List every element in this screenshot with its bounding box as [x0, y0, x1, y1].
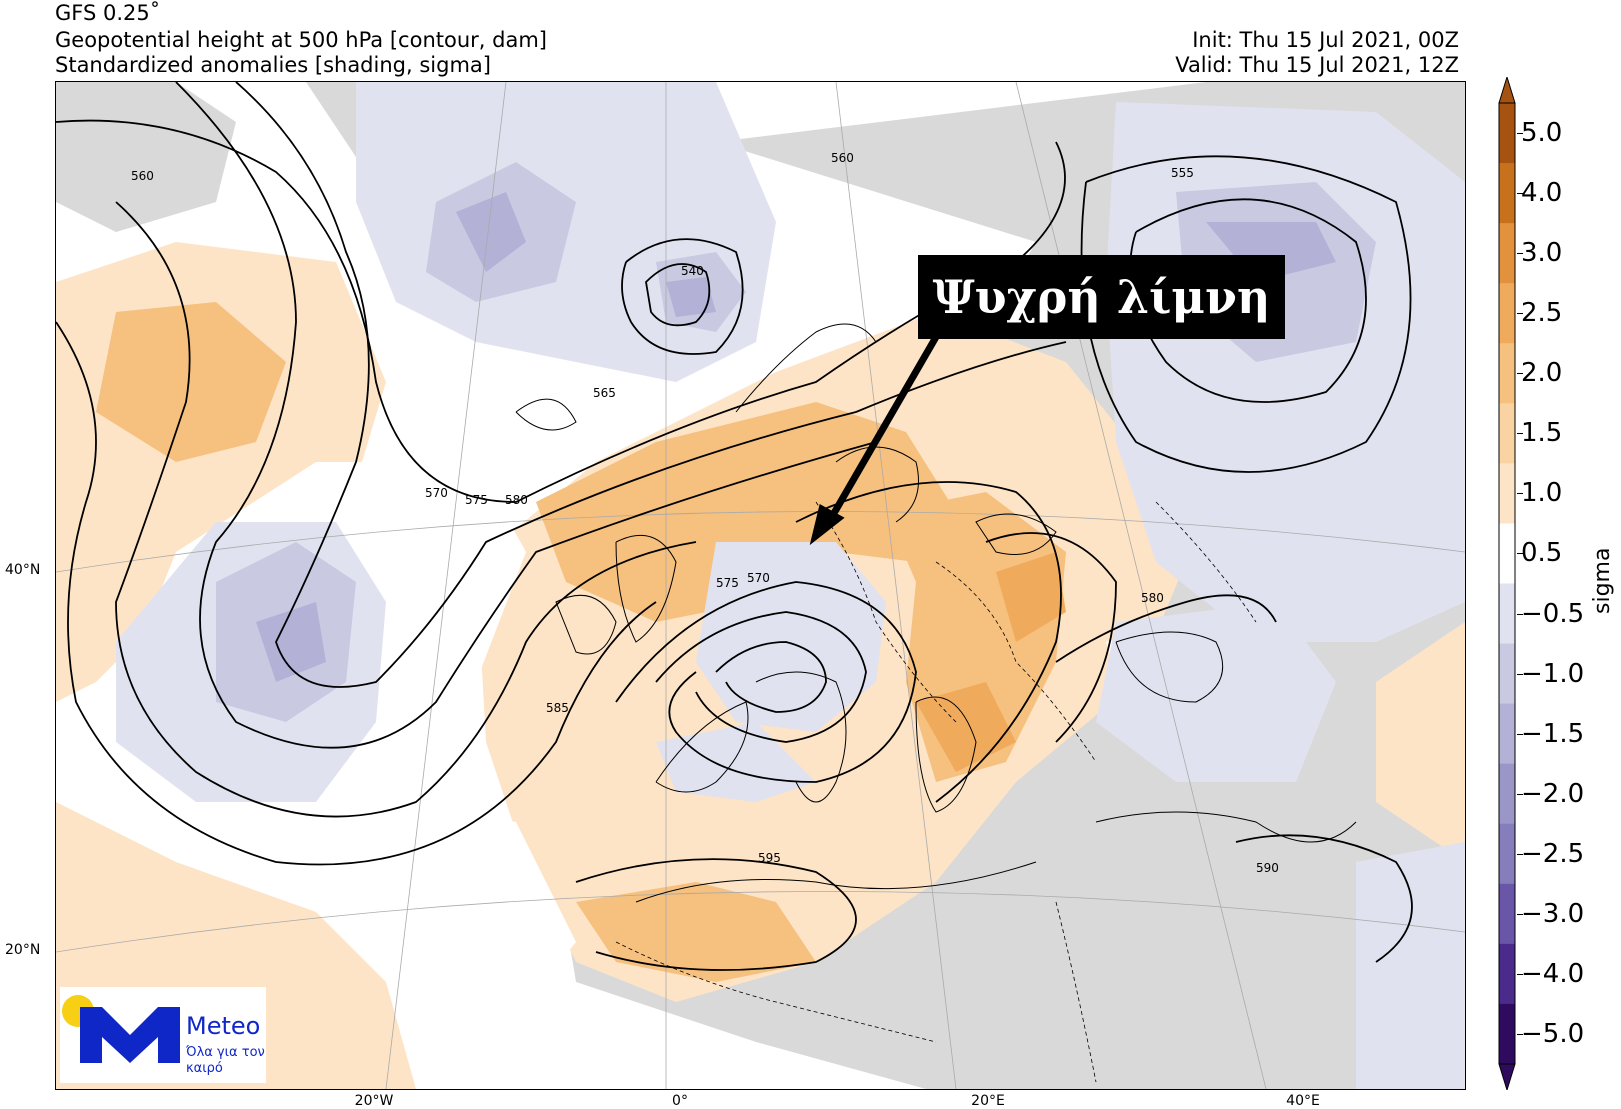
colorbar-swatch [1499, 463, 1515, 524]
logo-name: Meteo [186, 1012, 261, 1040]
colorbar-tick-label: 5.0 [1521, 118, 1563, 149]
colorbar-tick-mark [1517, 553, 1523, 555]
colorbar-swatch [1499, 523, 1515, 584]
colorbar-tick-mark [1517, 133, 1523, 135]
colorbar-tick-mark [1517, 733, 1523, 735]
contour-label: 590 [1256, 861, 1279, 875]
colorbar-tick-mark [1517, 1033, 1523, 1035]
colorbar-tick-mark [1517, 973, 1523, 975]
colorbar-label: sigma [1590, 547, 1615, 614]
valid-time: Valid: Thu 15 Jul 2021, 12Z [1175, 53, 1459, 77]
contour-field-title: Geopotential height at 500 hPa [contour,… [55, 28, 547, 52]
colorbar-swatch [1499, 583, 1515, 645]
borders [615, 501, 1257, 1083]
lat-label-40n: 40°N [5, 562, 41, 578]
colorbar-tick-mark [1517, 613, 1523, 615]
colorbar-tick-mark [1517, 793, 1523, 795]
colorbar-tick-label: 2.0 [1521, 358, 1563, 389]
contour-label: 560 [831, 151, 854, 165]
model-title: GFS 0.25˚ [55, 1, 161, 25]
colorbar-swatch [1499, 823, 1515, 885]
contour-label: 570 [425, 486, 448, 500]
contour-label: 585 [546, 701, 569, 715]
contour-label: 555 [1171, 166, 1194, 180]
lat-label-20n: 20°N [5, 942, 41, 958]
meteo-m-icon [80, 1007, 180, 1063]
colorbar-swatch [1499, 943, 1515, 1005]
lon-label-20w: 20°W [354, 1093, 394, 1109]
colorbar-swatch [1499, 763, 1515, 825]
colorbar-tick-mark [1517, 913, 1523, 915]
colorbar-swatch [1499, 1003, 1515, 1065]
logo-tagline: Όλα για τον καιρό [186, 1045, 265, 1076]
colorbar-tick-mark [1517, 673, 1523, 675]
contour-label: 560 [131, 169, 154, 183]
colorbar [1498, 77, 1516, 1090]
colorbar-tick-label: 1.0 [1521, 478, 1563, 509]
colorbar-swatch [1499, 643, 1515, 705]
colorbar-tick-label: 4.0 [1521, 178, 1563, 209]
colorbar-tick-label: −0.5 [1521, 598, 1585, 629]
contour-labels: 560 560 540 555 565 570 575 580 575 570 … [131, 151, 1279, 875]
colorbar-extend-min [1498, 1063, 1516, 1090]
colorbar-tick-label: 2.5 [1521, 298, 1563, 329]
colorbar-swatch [1499, 163, 1515, 224]
contour-label: 595 [758, 851, 781, 865]
colorbar-tick-label: −1.0 [1521, 658, 1585, 689]
colorbar-swatch [1499, 343, 1515, 404]
lon-label-40e: 40°E [1286, 1093, 1320, 1109]
colorbar-extend-max [1498, 77, 1516, 104]
colorbar-tick-mark [1517, 313, 1523, 315]
contour-label: 580 [1141, 591, 1164, 605]
weather-map: 560 560 540 555 565 570 575 580 575 570 … [55, 81, 1466, 1090]
contour-label: 580 [505, 493, 528, 507]
annotation-arrow [809, 335, 940, 546]
colorbar-tick-label: 1.5 [1521, 418, 1563, 449]
colorbar-swatch [1499, 403, 1515, 464]
contour-label: 575 [465, 493, 488, 507]
colorbar-tick-label: −3.0 [1521, 898, 1585, 929]
colorbar-swatch [1499, 883, 1515, 945]
contour-label: 570 [747, 571, 770, 585]
lon-label-0: 0° [672, 1093, 688, 1109]
cold-pool-annotation: Ψυχρή λίμνη [918, 255, 1285, 339]
colorbar-swatch [1499, 703, 1515, 765]
colorbar-tick-mark [1517, 853, 1523, 855]
contour-label: 565 [593, 386, 616, 400]
negative-anomalies-peak [256, 192, 1336, 682]
shading-field-title: Standardized anomalies [shading, sigma] [55, 53, 491, 77]
colorbar-tick-label: −1.5 [1521, 718, 1585, 749]
contour-label: 575 [716, 576, 739, 590]
colorbar-tick-label: −2.0 [1521, 778, 1585, 809]
contour-label: 540 [681, 264, 704, 278]
colorbar-tick-label: −4.0 [1521, 958, 1585, 989]
colorbar-tick-label: −2.5 [1521, 838, 1585, 869]
colorbar-swatch [1499, 103, 1515, 164]
lon-label-20e: 20°E [971, 1093, 1005, 1109]
colorbar-tick-label: 0.5 [1521, 538, 1563, 569]
coastlines [515, 323, 1357, 903]
colorbar-swatch [1499, 223, 1515, 284]
colorbar-tick-mark [1517, 253, 1523, 255]
colorbar-tick-label: 3.0 [1521, 238, 1563, 269]
colorbar-swatch [1499, 283, 1515, 344]
colorbar-tick-mark [1517, 433, 1523, 435]
colorbar-tick-mark [1517, 193, 1523, 195]
colorbar-tick-mark [1517, 493, 1523, 495]
graticule [56, 82, 1465, 1089]
init-time: Init: Thu 15 Jul 2021, 00Z [1192, 28, 1459, 52]
meteo-logo: Meteo Όλα για τον καιρό [60, 987, 266, 1083]
colorbar-tick-label: −5.0 [1521, 1018, 1585, 1049]
colorbar-tick-mark [1517, 373, 1523, 375]
map-canvas: 560 560 540 555 565 570 575 580 575 570 … [56, 82, 1465, 1089]
